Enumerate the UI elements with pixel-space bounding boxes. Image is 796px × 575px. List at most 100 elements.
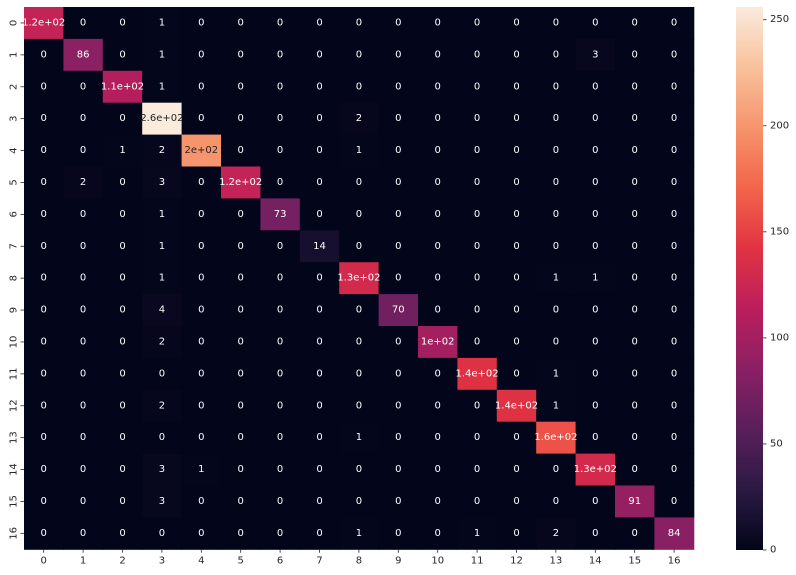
heatmap-cell xyxy=(102,453,143,486)
heatmap-cell-label: 0 xyxy=(435,241,441,252)
heatmap-cell-label: 0 xyxy=(41,432,47,443)
heatmap-cell-label: 0 xyxy=(435,305,441,316)
heatmap-cell-label: 0 xyxy=(632,528,638,539)
heatmap-cell xyxy=(536,357,577,391)
heatmap-cell xyxy=(63,485,104,518)
heatmap-cell-label: 0 xyxy=(277,113,283,124)
heatmap-cell xyxy=(615,198,655,231)
heatmap-cell xyxy=(615,70,655,104)
heatmap-cell-label: 0 xyxy=(513,145,519,156)
heatmap-cell xyxy=(378,357,419,391)
heatmap-cell-label: 0 xyxy=(356,241,362,252)
heatmap-cell xyxy=(24,517,64,550)
heatmap-cell-label: 0 xyxy=(238,145,244,156)
heatmap-cell xyxy=(536,485,577,518)
heatmap-cell xyxy=(654,38,695,72)
heatmap-cell xyxy=(654,166,695,199)
y-tick-label: 2 xyxy=(9,84,20,90)
heatmap-cell-label: 0 xyxy=(553,145,559,156)
heatmap-cell-label: 0 xyxy=(119,273,125,284)
heatmap-cell xyxy=(575,421,616,455)
heatmap-cell-label: 0 xyxy=(277,400,283,411)
heatmap-cell-label: 3 xyxy=(159,496,165,507)
heatmap-cell xyxy=(654,357,695,391)
heatmap-cell-label: 1 xyxy=(159,209,165,220)
heatmap-cell-label: 0 xyxy=(435,273,441,284)
heatmap-cell-label: 0 xyxy=(41,336,47,347)
heatmap-cell-label: 2e+02 xyxy=(184,145,218,156)
heatmap-cell xyxy=(496,198,537,231)
heatmap-cell-label: 0 xyxy=(80,496,86,507)
heatmap-cell-label: 0 xyxy=(80,464,86,475)
heatmap-cell xyxy=(575,230,616,263)
heatmap-cell-label: 0 xyxy=(513,496,519,507)
heatmap-cell xyxy=(260,294,301,327)
heatmap-cell-label: 0 xyxy=(553,336,559,347)
heatmap-cell-label: 70 xyxy=(392,305,405,316)
heatmap-cell-label: 0 xyxy=(238,81,244,92)
heatmap-cell-label: 0 xyxy=(80,528,86,539)
heatmap-cell-label: 0 xyxy=(41,177,47,188)
heatmap-cell-label: 0 xyxy=(553,17,559,28)
heatmap-cell-label: 0 xyxy=(198,113,204,124)
heatmap-cell-label: 0 xyxy=(119,49,125,60)
heatmap-cell xyxy=(142,357,183,391)
heatmap-cell xyxy=(24,326,64,359)
heatmap-cell-label: 0 xyxy=(80,17,86,28)
heatmap-cell-label: 0 xyxy=(632,145,638,156)
heatmap-cell-label: 14 xyxy=(313,241,326,252)
heatmap-cell xyxy=(181,326,222,359)
heatmap-cell xyxy=(654,7,695,40)
heatmap-cell-label: 0 xyxy=(316,113,322,124)
heatmap-cell-label: 1 xyxy=(356,432,362,443)
heatmap-cell-label: 0 xyxy=(119,464,125,475)
heatmap-cell-label: 0 xyxy=(198,528,204,539)
heatmap-cell-label: 0 xyxy=(435,209,441,220)
y-tick-label: 9 xyxy=(9,307,20,313)
heatmap-cell xyxy=(654,198,695,231)
heatmap-cell-label: 0 xyxy=(632,273,638,284)
heatmap-cell xyxy=(418,134,458,167)
heatmap-cell-label: 0 xyxy=(592,432,598,443)
heatmap-cell xyxy=(536,262,577,295)
y-tick-label: 4 xyxy=(9,147,20,153)
heatmap-cell xyxy=(299,230,340,263)
heatmap-cell xyxy=(378,517,419,550)
heatmap-cell-label: 0 xyxy=(238,113,244,124)
heatmap-cell xyxy=(615,421,655,455)
heatmap-cell-label: 0 xyxy=(356,305,362,316)
heatmap-cell-label: 0 xyxy=(671,336,677,347)
heatmap-cell xyxy=(299,294,340,327)
heatmap-cell-label: 0 xyxy=(671,368,677,379)
heatmap-cell xyxy=(221,453,261,486)
heatmap-cell-label: 0 xyxy=(435,49,441,60)
heatmap-cell xyxy=(615,357,655,391)
heatmap-cell xyxy=(260,485,301,518)
heatmap-cell-label: 0 xyxy=(316,400,322,411)
heatmap-cell xyxy=(260,421,301,455)
heatmap-cell-label: 84 xyxy=(668,528,681,539)
heatmap-cell xyxy=(299,134,340,167)
heatmap-cell xyxy=(181,517,222,550)
heatmap-cell-label: 0 xyxy=(41,368,47,379)
heatmap-cell-label: 2 xyxy=(159,336,165,347)
heatmap-cell xyxy=(615,262,655,295)
colorbar-tick-label: 50 xyxy=(770,438,783,449)
heatmap-cell-label: 0 xyxy=(395,241,401,252)
heatmap-cell-label: 0 xyxy=(513,81,519,92)
heatmap-cell-label: 0 xyxy=(356,81,362,92)
heatmap-cell-label: 0 xyxy=(277,145,283,156)
heatmap-cell xyxy=(63,389,104,423)
heatmap-cell xyxy=(221,326,261,359)
colorbar-tick-label: 150 xyxy=(770,226,789,237)
heatmap-cell xyxy=(615,166,655,199)
heatmap-cell xyxy=(496,326,537,359)
heatmap-cell xyxy=(654,453,695,486)
heatmap-cell-label: 0 xyxy=(592,400,598,411)
heatmap-cell xyxy=(536,326,577,359)
heatmap-cell xyxy=(102,38,143,72)
heatmap-cell-label: 1 xyxy=(356,145,362,156)
heatmap-cell xyxy=(575,102,616,136)
heatmap-cell-label: 0 xyxy=(474,273,480,284)
heatmap-cell xyxy=(221,134,261,167)
